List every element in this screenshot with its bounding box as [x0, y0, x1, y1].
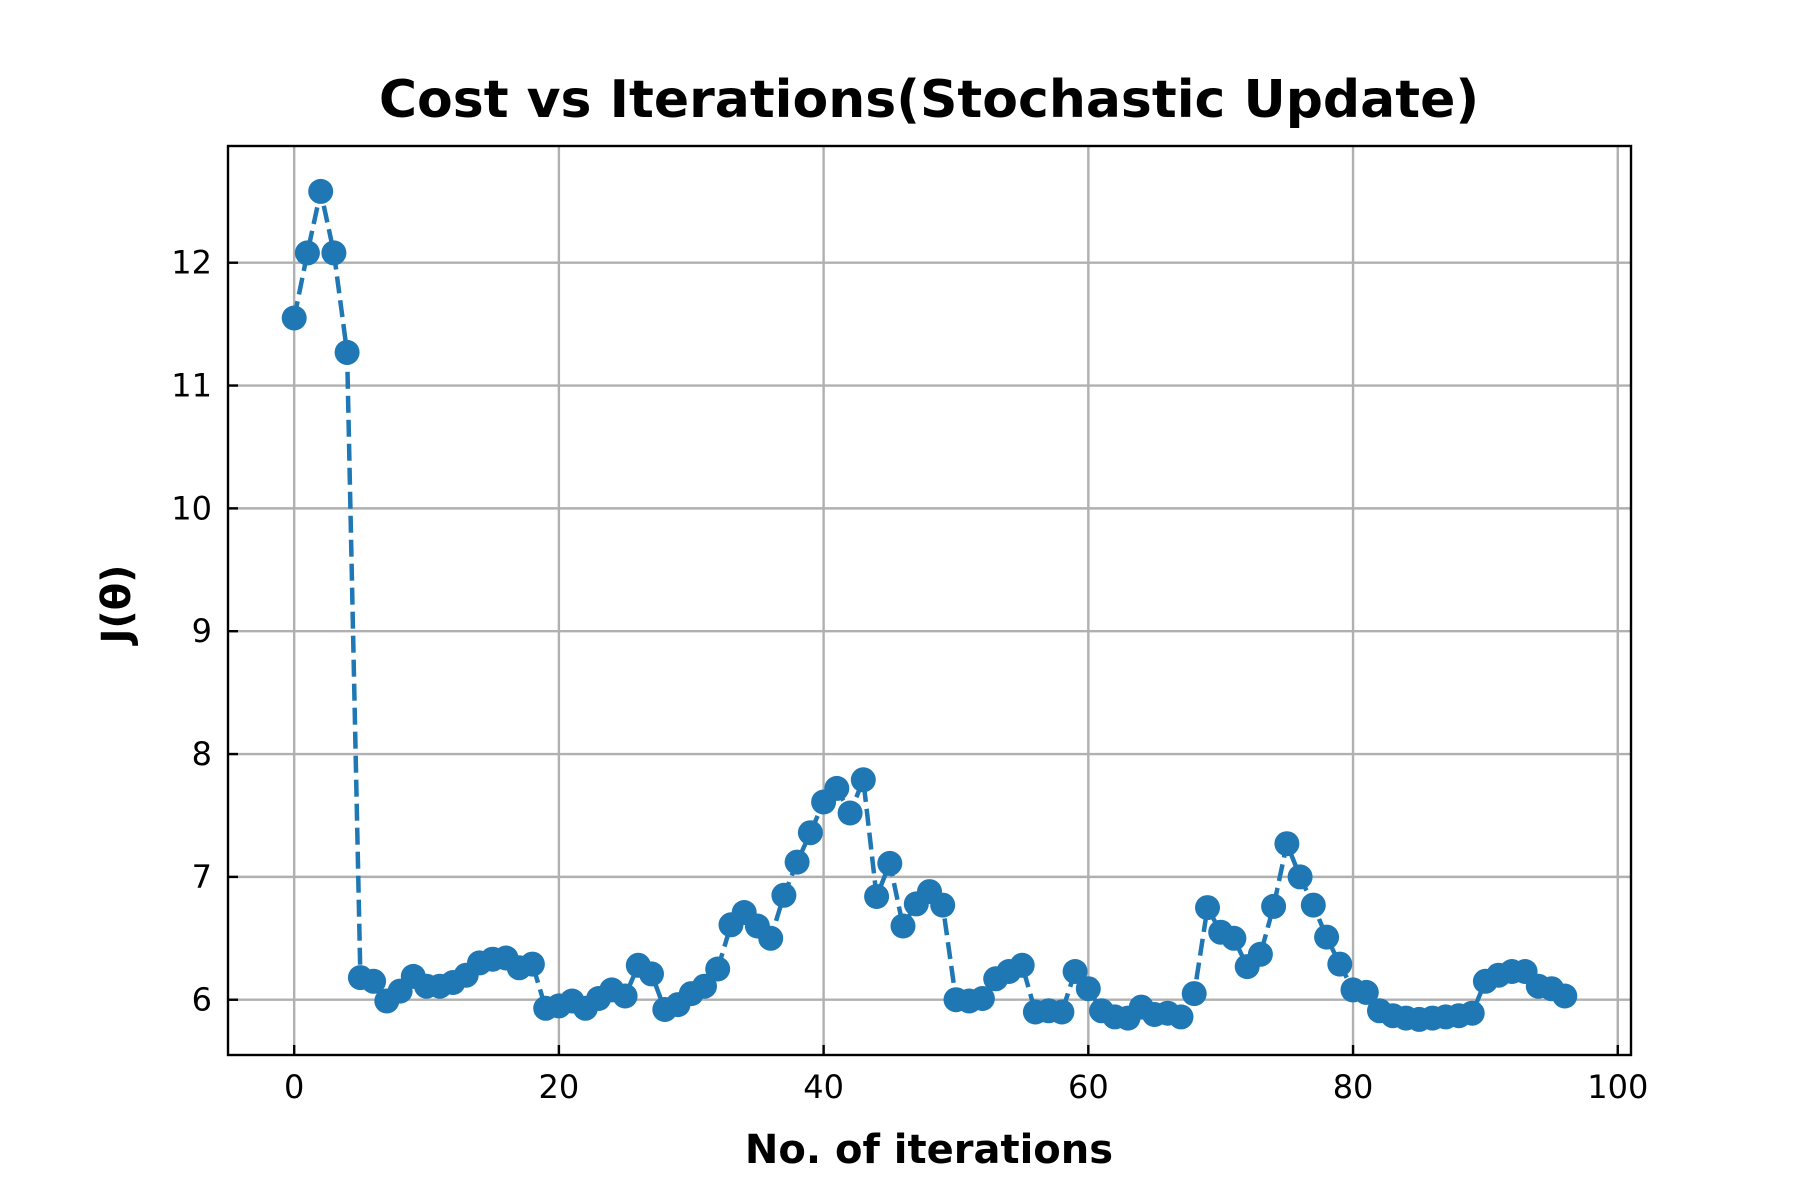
- data-point: [850, 767, 876, 793]
- data-point: [797, 820, 823, 846]
- data-point: [334, 339, 360, 365]
- y-tick-label: 7: [192, 858, 212, 896]
- data-point: [837, 800, 863, 826]
- chart-title: Cost vs Iterations(Stochastic Update): [379, 70, 1479, 130]
- data-point: [308, 178, 334, 204]
- y-tick-label: 11: [171, 367, 212, 405]
- data-point: [771, 882, 797, 908]
- data-point: [1327, 951, 1353, 977]
- y-axis-label: J(θ): [94, 565, 140, 647]
- x-tick-label: 0: [284, 1068, 304, 1106]
- data-point: [281, 305, 307, 331]
- data-point: [784, 849, 810, 875]
- data-point: [1062, 959, 1088, 984]
- data-point: [1195, 895, 1220, 921]
- data-point: [1049, 999, 1075, 1025]
- data-point: [1075, 976, 1101, 1002]
- data-point: [294, 240, 320, 266]
- series: [281, 178, 1578, 1032]
- data-point: [1261, 893, 1287, 919]
- y-tick-label: 9: [192, 612, 212, 650]
- x-tick-label: 20: [539, 1068, 580, 1106]
- data-point: [1300, 892, 1326, 918]
- data-point: [1287, 864, 1313, 890]
- data-point: [1353, 979, 1379, 1005]
- data-point: [1459, 1000, 1485, 1026]
- x-axis-label: No. of iterations: [745, 1127, 1113, 1173]
- data-point: [890, 913, 916, 939]
- data-point: [758, 925, 784, 951]
- data-point: [1168, 1004, 1194, 1030]
- x-tick-label: 80: [1333, 1068, 1374, 1106]
- data-point: [1221, 925, 1247, 951]
- data-point: [1314, 924, 1340, 950]
- data-point: [692, 973, 717, 999]
- data-point: [1247, 941, 1273, 967]
- x-tick-label: 40: [803, 1068, 844, 1106]
- y-tick-label: 8: [192, 735, 212, 773]
- y-tick-label: 6: [192, 981, 212, 1019]
- axes: [226, 144, 1633, 1057]
- data-point: [1552, 983, 1578, 1009]
- x-tick-label: 100: [1587, 1068, 1648, 1106]
- data-point: [1274, 831, 1300, 857]
- x-tick-label: 60: [1068, 1068, 1109, 1106]
- data-point: [1181, 981, 1207, 1007]
- data-point: [361, 968, 387, 994]
- y-tick-label: 10: [171, 489, 212, 527]
- y-tick-label: 12: [171, 244, 212, 282]
- data-point: [612, 983, 638, 1009]
- grid: [228, 146, 1631, 1055]
- ticks: 0 20 40 60 80 100 6 7 8 9 10 11 12: [171, 244, 1648, 1106]
- data-point: [864, 884, 890, 909]
- data-point: [930, 892, 956, 918]
- data-point: [1009, 952, 1035, 978]
- data-point: [824, 775, 850, 801]
- data-point: [877, 850, 903, 876]
- data-point: [969, 986, 995, 1011]
- data-point: [639, 961, 664, 987]
- data-point: [519, 951, 545, 977]
- plot-frame: [226, 144, 1633, 1057]
- data-point: [705, 956, 731, 982]
- data-point: [321, 240, 347, 266]
